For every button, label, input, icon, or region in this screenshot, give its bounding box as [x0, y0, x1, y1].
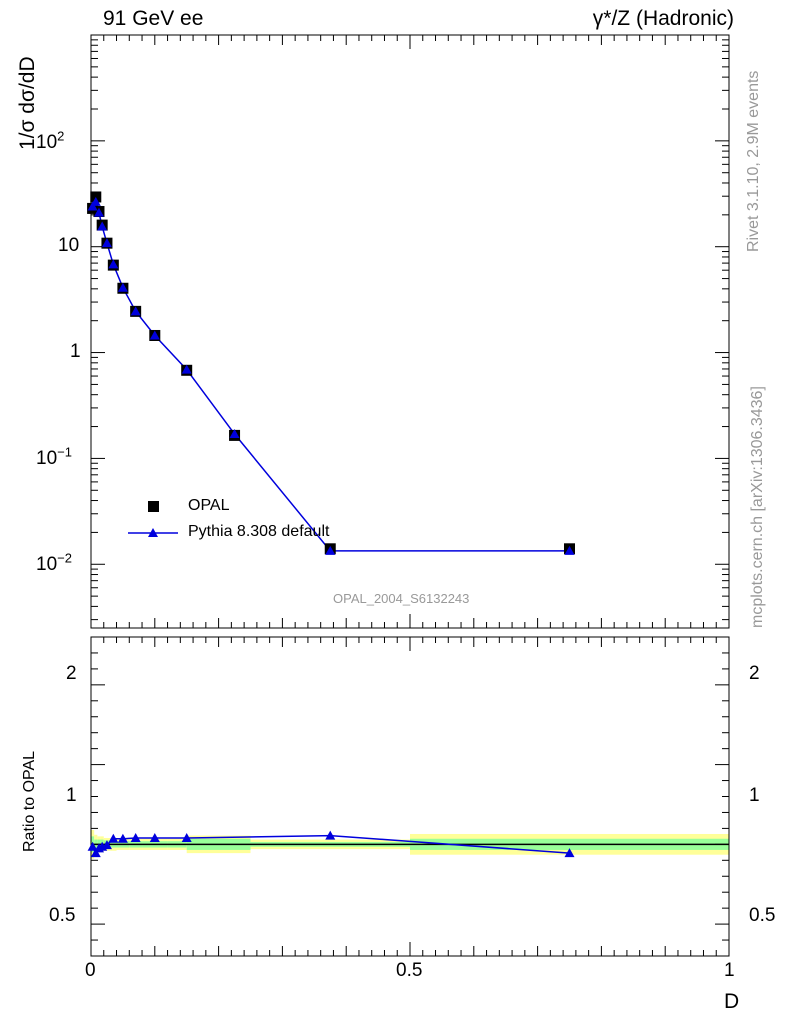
ytick-ratio-2-right: 2	[749, 663, 760, 684]
ytick-ratio-0.5: 0.5	[49, 905, 76, 926]
ratio-point-pythia	[149, 832, 160, 842]
data-point-pythia	[325, 545, 336, 555]
ratio-point-pythia	[87, 841, 98, 851]
ytick-main-1e-2: 10−2	[36, 551, 72, 576]
ytick-main-1e-1: 10−1	[36, 445, 72, 470]
ratio-point-pythia	[325, 830, 336, 840]
main-panel-frame	[90, 34, 730, 629]
analysis-watermark: OPAL_2004_S6132243	[333, 591, 470, 606]
data-point-pythia	[117, 282, 128, 292]
ratio-point-pythia	[101, 840, 112, 850]
ratio-y-axis-label: Ratio to OPAL	[21, 750, 38, 852]
data-point-pythia	[97, 221, 108, 231]
legend-marker-pythia	[148, 528, 158, 537]
main-axes-box	[90, 34, 730, 629]
ytick-ratio-2: 2	[66, 663, 77, 684]
xtick-0: 0	[85, 960, 96, 981]
data-point-pythia	[108, 259, 119, 269]
data-point-pythia	[87, 201, 98, 211]
data-point-pythia	[90, 196, 101, 206]
ytick-ratio-1: 1	[66, 785, 77, 806]
data-point-pythia	[229, 429, 240, 439]
data-point-pythia	[149, 330, 160, 340]
data-point-pythia	[130, 306, 141, 316]
ratio-point-pythia	[181, 832, 192, 842]
data-point-pythia	[181, 364, 192, 374]
ytick-main-1e2: 102	[36, 129, 65, 154]
header-left: 91 GeV ee	[103, 7, 204, 30]
ratio-series-layer	[87, 830, 575, 858]
main-series-layer	[87, 191, 575, 555]
data-point-pythia	[101, 238, 112, 248]
xtick-1: 1	[724, 960, 735, 981]
data-point-pythia	[564, 545, 575, 555]
xtick-0.5: 0.5	[396, 960, 423, 981]
legend-entry-opal: OPAL	[188, 497, 230, 514]
ratio-axes-box	[90, 636, 730, 957]
legend-markers	[128, 501, 178, 537]
rivet-version-text: Rivet 3.1.10, 2.9M events	[745, 70, 762, 252]
ytick-main-1: 1	[70, 341, 81, 362]
series-line-pythia	[91, 200, 570, 552]
ratio-point-pythia	[130, 832, 141, 842]
ytick-ratio-1-right: 1	[749, 785, 760, 806]
ratio-point-pythia	[90, 848, 101, 858]
ratio-panel-frame	[90, 636, 730, 957]
legend-marker-opal	[148, 501, 159, 512]
ytick-ratio-0.5-right: 0.5	[749, 905, 776, 926]
data-point-pythia	[93, 207, 104, 217]
x-axis-label: D	[724, 990, 740, 1013]
ratio-point-pythia	[117, 833, 128, 843]
ratio-point-pythia	[108, 833, 119, 843]
legend-entry-pythia: Pythia 8.308 default	[188, 523, 330, 540]
mcplots-credit-text: mcplots.cern.ch [arXiv:1306.3436]	[749, 386, 766, 628]
ratio-bands	[91, 829, 729, 859]
ratio-point-pythia	[564, 848, 575, 858]
header-right: γ*/Z (Hadronic)	[592, 7, 734, 30]
ytick-main-10: 10	[58, 235, 80, 256]
